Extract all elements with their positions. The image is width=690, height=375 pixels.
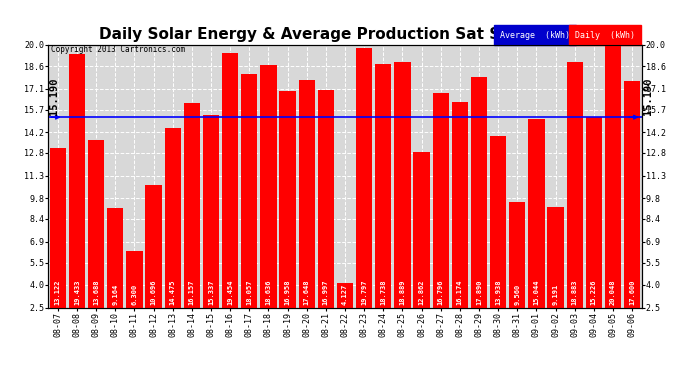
Bar — [452, 102, 468, 308]
Bar — [146, 184, 161, 308]
Text: 9.191: 9.191 — [553, 284, 559, 305]
Bar — [375, 64, 391, 308]
Bar — [165, 128, 181, 308]
Bar — [203, 115, 219, 308]
Bar — [433, 93, 449, 308]
Bar — [337, 283, 353, 308]
Bar — [299, 80, 315, 308]
Bar — [413, 152, 430, 308]
Text: 17.600: 17.600 — [629, 280, 635, 305]
Bar — [88, 140, 104, 308]
Text: 13.688: 13.688 — [93, 280, 99, 305]
Text: 16.997: 16.997 — [323, 280, 329, 305]
Bar — [624, 81, 640, 308]
Text: 16.157: 16.157 — [189, 280, 195, 305]
Text: 17.890: 17.890 — [476, 280, 482, 305]
Text: 18.636: 18.636 — [266, 280, 271, 305]
Bar — [605, 44, 621, 308]
Bar — [317, 90, 334, 308]
Text: 14.475: 14.475 — [170, 280, 176, 305]
Bar — [509, 202, 525, 308]
Text: 10.696: 10.696 — [150, 280, 157, 305]
Bar — [547, 207, 564, 308]
Text: 17.648: 17.648 — [304, 280, 310, 305]
Bar — [279, 91, 296, 308]
Bar — [241, 74, 257, 307]
Text: 12.862: 12.862 — [419, 280, 424, 305]
Text: 20.048: 20.048 — [610, 280, 616, 305]
Text: 15.337: 15.337 — [208, 280, 214, 305]
Text: 6.300: 6.300 — [131, 284, 137, 305]
Bar — [356, 48, 373, 308]
Text: 18.889: 18.889 — [400, 280, 406, 305]
Text: 15.226: 15.226 — [591, 280, 597, 305]
Text: 9.560: 9.560 — [514, 284, 520, 305]
Text: 19.433: 19.433 — [74, 280, 80, 305]
Bar — [184, 103, 200, 308]
Text: 16.796: 16.796 — [437, 280, 444, 305]
Text: 19.454: 19.454 — [227, 280, 233, 305]
Bar — [471, 76, 487, 308]
Bar — [566, 62, 583, 308]
Bar — [260, 66, 277, 308]
Text: 13.938: 13.938 — [495, 280, 501, 305]
Text: Copyright 2013 Cartronics.com: Copyright 2013 Cartronics.com — [51, 45, 186, 54]
Text: 13.122: 13.122 — [55, 280, 61, 305]
Text: 15.044: 15.044 — [533, 280, 540, 305]
Bar — [586, 117, 602, 308]
Bar — [50, 148, 66, 308]
Text: 18.738: 18.738 — [380, 280, 386, 305]
Text: 16.174: 16.174 — [457, 280, 463, 305]
Bar — [222, 53, 238, 307]
Bar — [394, 62, 411, 308]
Text: 15.190: 15.190 — [642, 77, 653, 115]
Text: 15.190: 15.190 — [49, 77, 59, 115]
Text: 18.883: 18.883 — [572, 280, 578, 305]
Legend: Average  (kWh), Daily  (kWh): Average (kWh), Daily (kWh) — [495, 28, 638, 42]
Text: 4.127: 4.127 — [342, 284, 348, 305]
Title: Daily Solar Energy & Average Production Sat Sep 7 06:43: Daily Solar Energy & Average Production … — [99, 27, 591, 42]
Bar — [126, 251, 143, 308]
Text: 18.057: 18.057 — [246, 280, 253, 305]
Text: 16.958: 16.958 — [284, 280, 290, 305]
Text: 9.164: 9.164 — [112, 284, 118, 305]
Text: 19.797: 19.797 — [361, 280, 367, 305]
Bar — [69, 54, 85, 307]
Bar — [107, 207, 124, 308]
Bar — [490, 136, 506, 308]
Bar — [529, 119, 544, 308]
